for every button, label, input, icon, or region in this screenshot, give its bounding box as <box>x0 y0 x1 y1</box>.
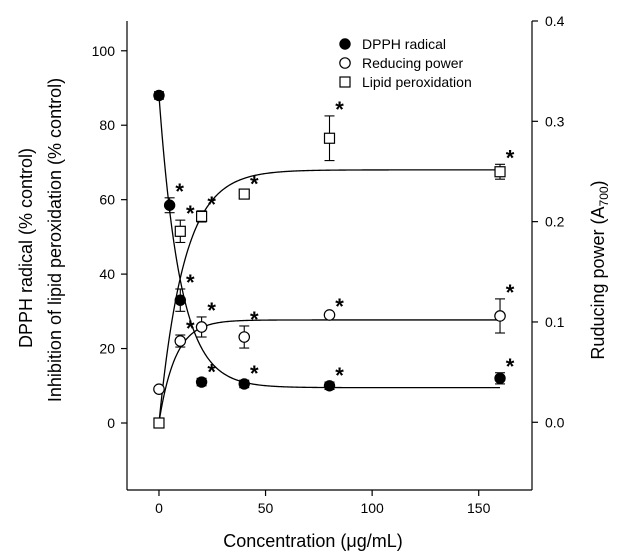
data-points <box>153 89 506 429</box>
significance-star-dpph-radical: * <box>186 270 195 295</box>
significance-star-dpph-radical: * <box>175 179 184 204</box>
y-right-axis-title-subscript: 700 <box>597 186 611 206</box>
point-reducing-power <box>153 383 165 395</box>
point-dpph-radical <box>153 89 165 102</box>
y-right-tick-label: 0.3 <box>545 113 565 129</box>
point-reducing-power <box>323 309 336 321</box>
significance-star-reducing-power: * <box>250 307 259 332</box>
legend-label: DPPH radical <box>362 36 446 52</box>
y-left-tick-label: 80 <box>99 117 115 133</box>
legend-label: Lipid peroxidation <box>362 74 472 90</box>
y-right-tick-label: 0.1 <box>545 314 565 330</box>
y-left-axis-title-line1: DPPH radical (% control) <box>16 148 36 348</box>
axis-titles: Concentration (μg/mL) DPPH radical (% co… <box>16 78 611 551</box>
legend-marker <box>339 38 351 50</box>
x-tick-label: 50 <box>258 500 274 516</box>
point-lipid-peroxidation <box>174 225 186 237</box>
x-axis-title: Concentration (μg/mL) <box>223 531 402 551</box>
point-reducing-power <box>174 335 187 347</box>
point-reducing-power <box>238 331 251 343</box>
significance-star-reducing-power: * <box>186 316 195 341</box>
significance-star-reducing-power: * <box>207 298 216 323</box>
legend-label: Reducing power <box>362 55 464 71</box>
point-lipid-peroxidation <box>494 166 506 178</box>
y-right-axis-title: Ruducing power (A700) <box>588 180 611 359</box>
x-tick-label: 150 <box>467 500 491 516</box>
point-lipid-peroxidation <box>196 210 208 223</box>
y-left-tick-label: 0 <box>107 415 115 431</box>
axes: 0 50 100 150 0 20 40 60 80 100 0.0 0.1 0.2 0.3 0.4 <box>92 13 565 516</box>
legend-marker <box>339 57 351 69</box>
y-left-tick-label: 100 <box>92 43 116 59</box>
y-left-tick-label: 20 <box>99 341 115 357</box>
significance-star-lipid-peroxidation: * <box>186 201 195 226</box>
point-dpph-radical <box>174 294 186 306</box>
fit-curve-lipid-peroxidation <box>158 169 501 424</box>
point-dpph-radical <box>238 378 250 390</box>
y-right-tick-label: 0.2 <box>545 214 565 230</box>
point-dpph-radical <box>195 376 208 388</box>
significance-star-lipid-peroxidation: * <box>335 97 344 122</box>
significance-star-dpph-radical: * <box>506 354 515 379</box>
y-right-tick-label: 0.4 <box>545 13 565 29</box>
y-left-axis-title-line2: Inhibition of lipid peroxidation (% cont… <box>45 78 65 402</box>
point-dpph-radical <box>494 372 506 385</box>
point-lipid-peroxidation <box>238 188 250 200</box>
significance-star-lipid-peroxidation: * <box>250 171 259 196</box>
y-right-axis-title-main: Ruducing power (A <box>588 206 608 359</box>
significance-star-reducing-power: * <box>506 280 515 305</box>
y-left-tick-label: 60 <box>99 192 115 208</box>
significance-star-dpph-radical: * <box>250 361 259 386</box>
point-reducing-power <box>494 310 506 322</box>
significance-star-lipid-peroxidation: * <box>207 192 216 217</box>
y-right-axis-title-end: ) <box>588 180 608 186</box>
significance-star-reducing-power: * <box>335 294 344 319</box>
point-lipid-peroxidation <box>153 417 165 429</box>
significance-star-lipid-peroxidation: * <box>506 145 515 170</box>
significance-star-dpph-radical: * <box>335 363 344 388</box>
legend: DPPH radical Reducing power Lipid peroxida… <box>339 36 472 90</box>
x-tick-label: 0 <box>155 500 163 516</box>
point-dpph-radical <box>323 380 336 392</box>
significance-star-dpph-radical: * <box>207 359 216 384</box>
point-reducing-power <box>195 321 208 333</box>
x-tick-label: 100 <box>360 500 384 516</box>
y-right-tick-label: 0.0 <box>545 414 565 430</box>
legend-marker <box>339 76 351 88</box>
point-lipid-peroxidation <box>323 132 336 144</box>
significance-markers: *** * * *** **** **** <box>175 97 514 388</box>
y-left-tick-label: 40 <box>99 266 115 282</box>
point-dpph-radical <box>163 199 176 211</box>
